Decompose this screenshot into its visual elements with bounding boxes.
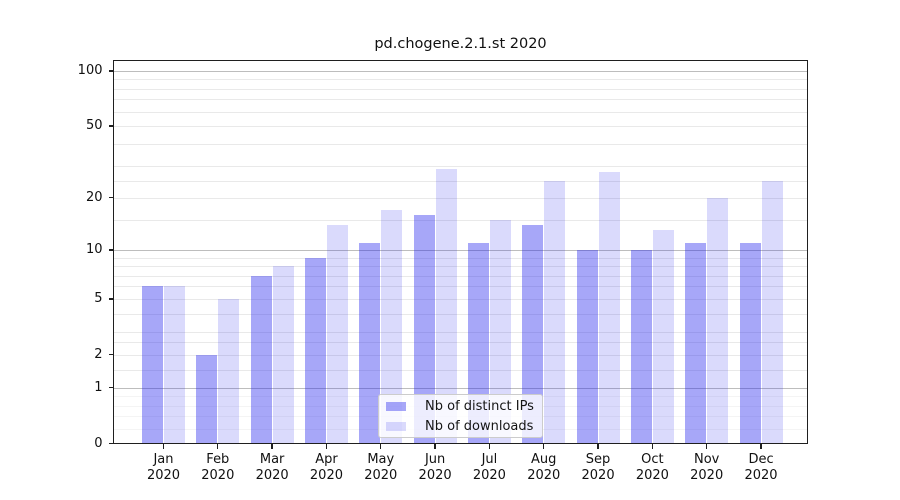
bar-apr-distinct-ips bbox=[304, 257, 326, 444]
y-tick-label: 100 bbox=[77, 62, 103, 78]
bar-aug-distinct-ips bbox=[522, 224, 544, 444]
x-tick-label: Jan 2020 bbox=[146, 451, 181, 484]
minor-gridline bbox=[113, 342, 808, 344]
bar-jan-distinct-ips bbox=[142, 286, 163, 444]
x-tick-mark bbox=[217, 443, 219, 449]
x-tick-label: Oct 2020 bbox=[635, 451, 669, 484]
x-tick-mark bbox=[706, 443, 708, 449]
chart-title: pd.chogene.2.1.st 2020 bbox=[374, 36, 547, 52]
y-tick-mark bbox=[108, 70, 114, 72]
x-tick-label: Mar 2020 bbox=[255, 451, 289, 484]
x-tick-label: Feb 2020 bbox=[201, 451, 235, 484]
y-tick-label: 20 bbox=[85, 189, 103, 205]
x-tick-label: Aug 2020 bbox=[527, 451, 561, 484]
legend-item-distinct-ips: Nb of distinct IPs bbox=[385, 398, 536, 414]
bar-feb-distinct-ips bbox=[196, 354, 218, 444]
major-gridline bbox=[113, 249, 808, 251]
x-tick-mark bbox=[380, 443, 382, 449]
bar-sep-distinct-ips bbox=[576, 249, 598, 444]
bar-sep-downloads bbox=[598, 171, 620, 444]
bar-mar-downloads bbox=[272, 266, 294, 444]
minor-gridline bbox=[113, 219, 808, 221]
bar-feb-downloads bbox=[218, 298, 240, 444]
legend-label-distinct-ips: Nb of distinct IPs bbox=[425, 398, 534, 414]
y-tick-label: 10 bbox=[85, 241, 103, 257]
minor-gridline bbox=[113, 197, 808, 199]
bar-apr-downloads bbox=[326, 224, 348, 444]
minor-gridline bbox=[113, 313, 808, 315]
x-tick-mark bbox=[325, 443, 328, 449]
x-tick-mark bbox=[760, 443, 762, 449]
legend-label-downloads: Nb of downloads bbox=[425, 418, 534, 434]
y-tick-mark bbox=[108, 298, 114, 300]
bar-jan-downloads bbox=[164, 286, 185, 444]
bar-dec-downloads bbox=[761, 180, 783, 444]
x-tick-label: Apr 2020 bbox=[309, 451, 343, 484]
x-tick-mark bbox=[271, 443, 273, 449]
minor-gridline bbox=[113, 99, 808, 101]
x-tick-mark bbox=[651, 443, 654, 449]
minor-gridline bbox=[113, 111, 808, 113]
major-gridline bbox=[113, 70, 808, 72]
bar-jul-downloads bbox=[489, 219, 511, 444]
y-tick-label: 5 bbox=[94, 290, 103, 306]
legend-item-downloads: Nb of downloads bbox=[385, 418, 536, 434]
legend-swatch-downloads bbox=[386, 421, 406, 431]
x-tick-mark bbox=[434, 443, 436, 449]
y-tick-mark bbox=[108, 197, 114, 199]
minor-gridline bbox=[113, 275, 808, 277]
bar-oct-downloads bbox=[652, 230, 674, 444]
bar-jun-downloads bbox=[435, 168, 457, 444]
bar-jul-distinct-ips bbox=[467, 242, 489, 444]
y-tick-mark bbox=[108, 354, 114, 356]
minor-gridline bbox=[113, 257, 808, 259]
y-tick-mark bbox=[108, 442, 114, 445]
bar-nov-downloads bbox=[707, 197, 729, 444]
minor-gridline bbox=[113, 354, 808, 356]
y-tick-mark bbox=[108, 386, 114, 389]
x-tick-label: May 2020 bbox=[364, 451, 398, 484]
x-tick-label: Nov 2020 bbox=[690, 451, 724, 484]
minor-gridline bbox=[113, 143, 808, 145]
minor-gridline bbox=[113, 369, 808, 371]
y-tick-mark bbox=[108, 125, 114, 127]
minor-gridline bbox=[113, 180, 808, 182]
bar-oct-distinct-ips bbox=[630, 249, 652, 444]
x-tick-label: Sep 2020 bbox=[581, 451, 615, 484]
x-tick-mark bbox=[162, 443, 165, 449]
x-tick-mark bbox=[488, 443, 491, 449]
minor-gridline bbox=[113, 331, 808, 333]
bar-aug-downloads bbox=[544, 180, 566, 444]
bar-dec-distinct-ips bbox=[739, 242, 761, 444]
bar-mar-distinct-ips bbox=[250, 275, 272, 444]
x-tick-label: Jun 2020 bbox=[418, 451, 452, 484]
minor-gridline bbox=[113, 79, 808, 81]
x-tick-mark bbox=[597, 443, 599, 449]
y-tick-label: 0 bbox=[94, 435, 103, 451]
minor-gridline bbox=[113, 286, 808, 288]
major-gridline bbox=[113, 387, 808, 389]
x-tick-label: Jul 2020 bbox=[472, 451, 506, 484]
minor-gridline bbox=[113, 88, 808, 90]
bar-may-distinct-ips bbox=[359, 242, 381, 444]
minor-gridline bbox=[113, 126, 808, 128]
minor-gridline bbox=[113, 298, 808, 300]
y-tick-label: 1 bbox=[94, 379, 103, 395]
legend: Nb of distinct IPs Nb of downloads bbox=[378, 394, 543, 438]
legend-swatch-distinct-ips bbox=[386, 401, 406, 411]
minor-gridline bbox=[113, 166, 808, 168]
minor-gridline bbox=[113, 266, 808, 268]
y-tick-label: 50 bbox=[85, 118, 103, 134]
bar-jun-distinct-ips bbox=[413, 214, 435, 444]
y-tick-mark bbox=[108, 249, 114, 251]
bar-may-downloads bbox=[381, 210, 403, 444]
x-tick-label: Dec 2020 bbox=[744, 451, 778, 484]
y-tick-label: 2 bbox=[94, 346, 103, 362]
bar-nov-distinct-ips bbox=[685, 242, 707, 444]
x-tick-mark bbox=[543, 443, 545, 449]
